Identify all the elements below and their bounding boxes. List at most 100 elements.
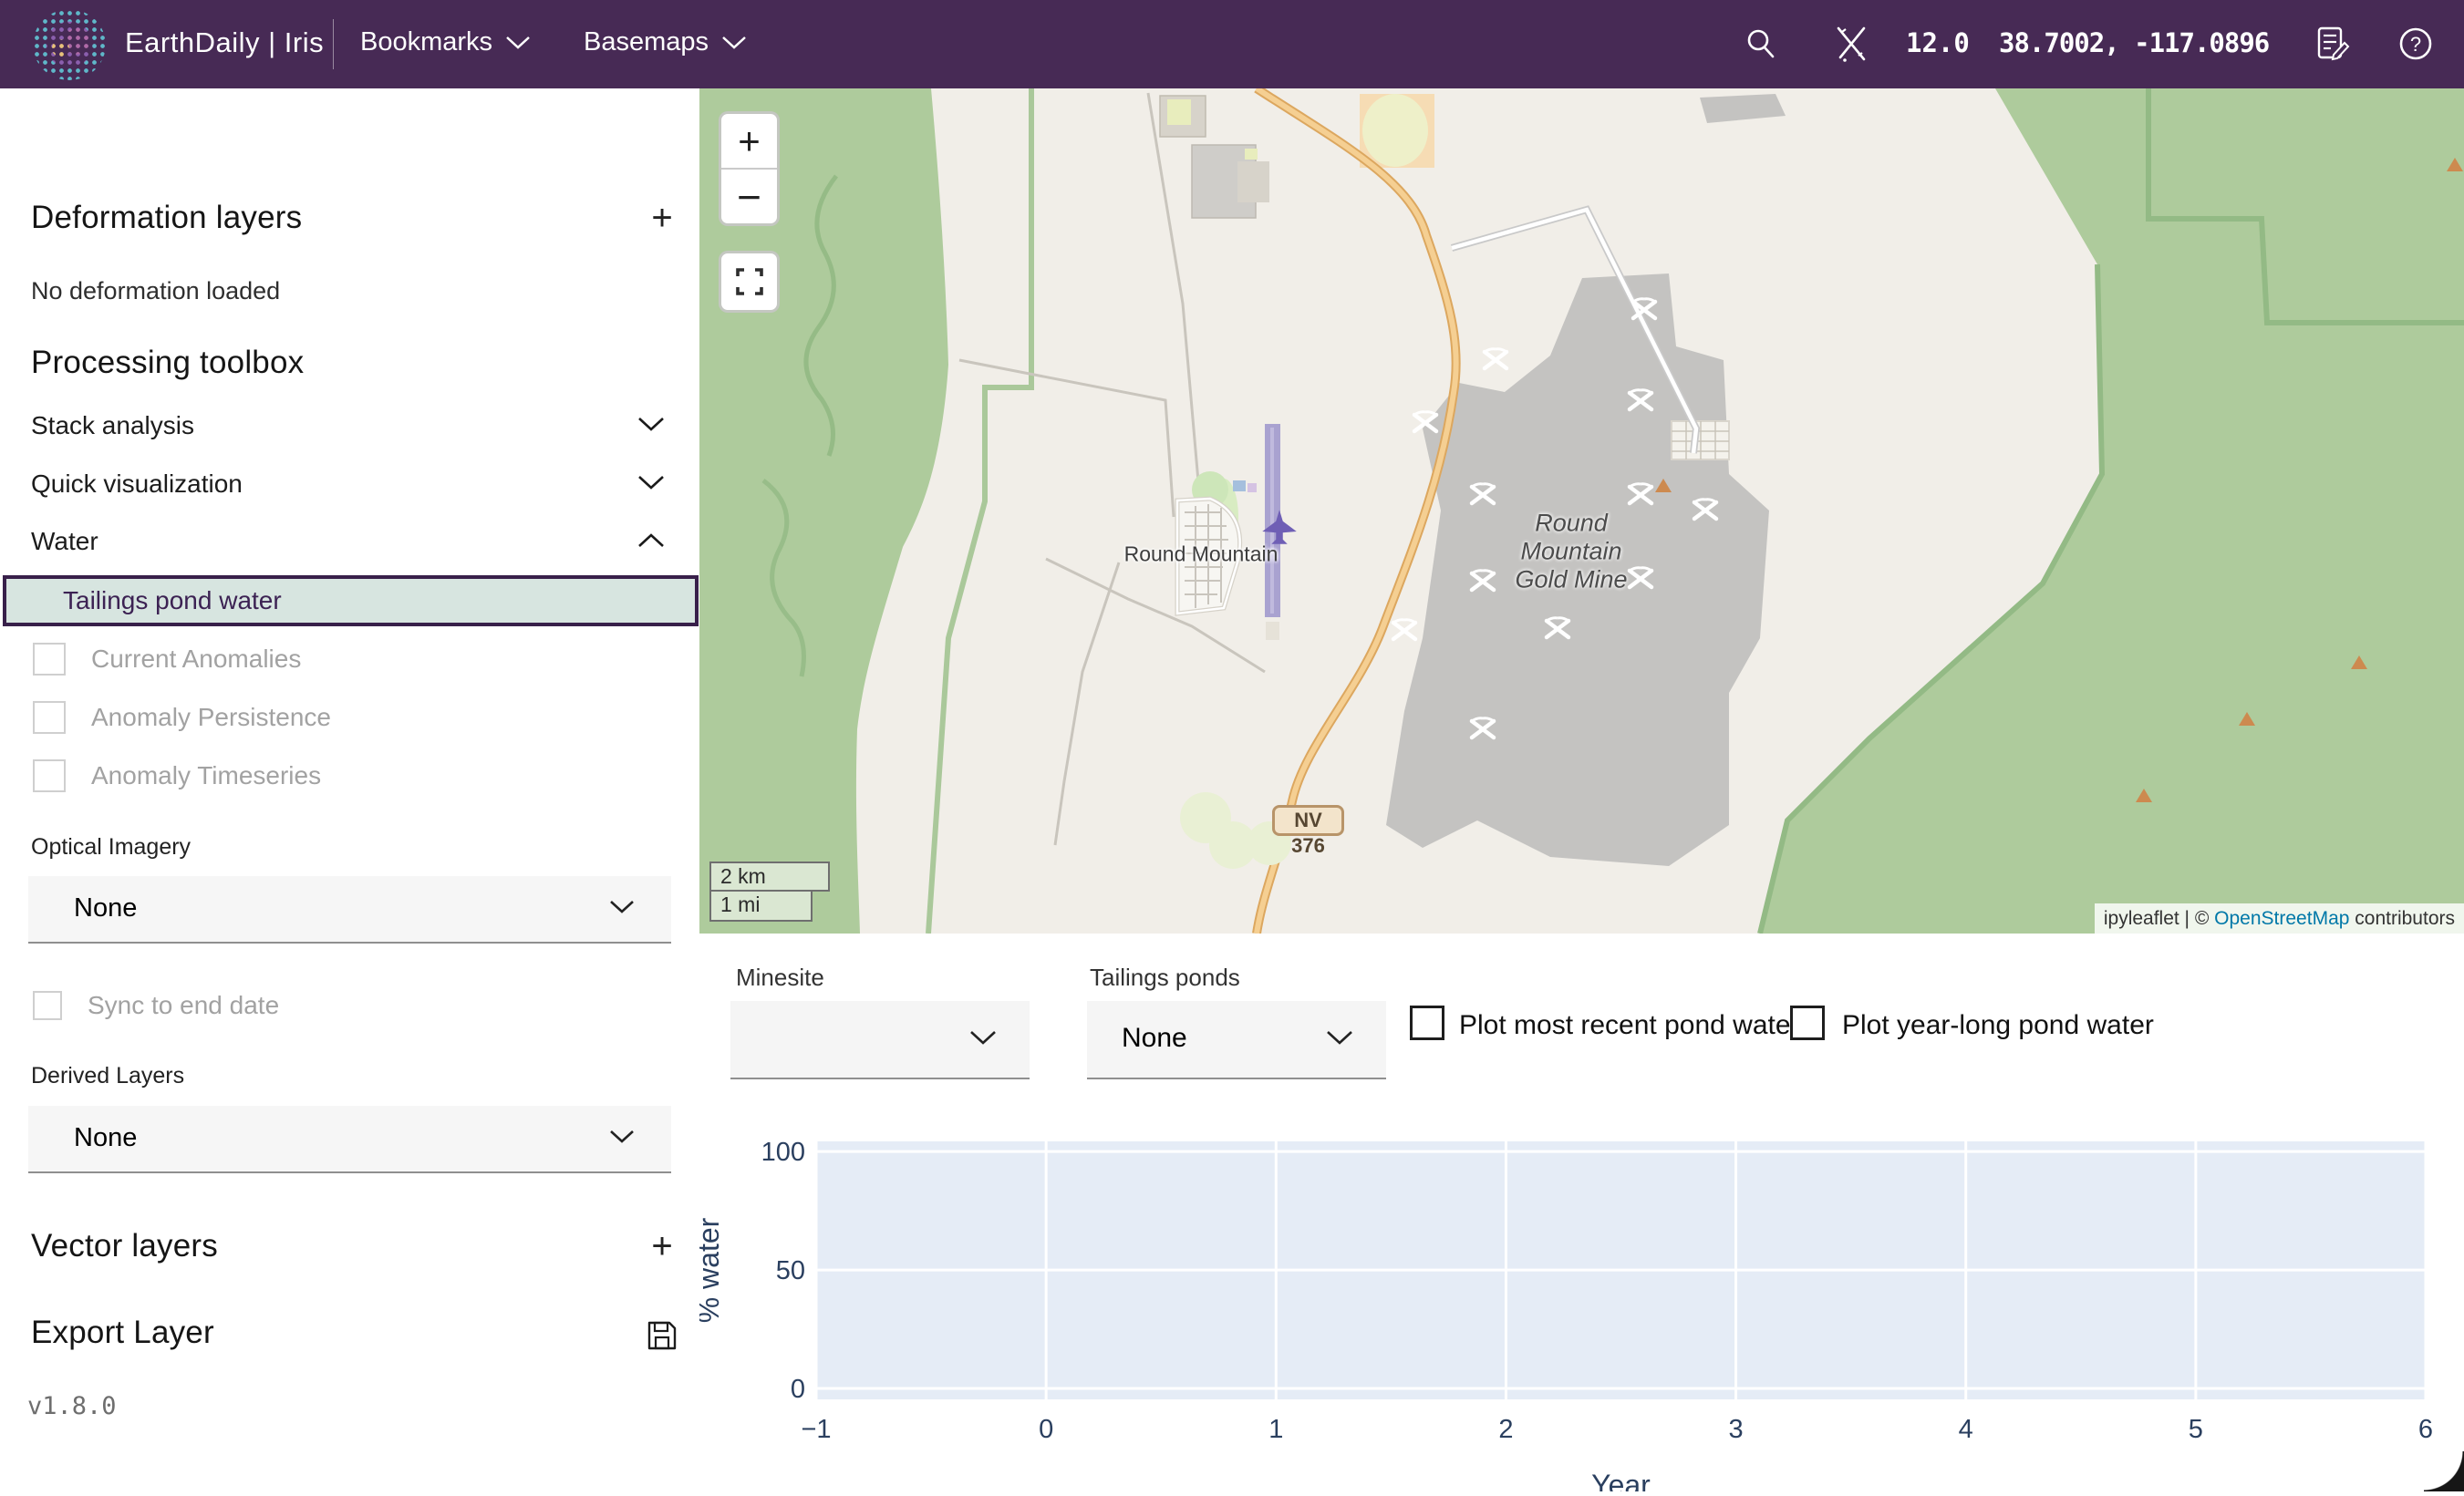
svg-text:50: 50 bbox=[776, 1256, 805, 1285]
peak-icons bbox=[1655, 158, 2463, 802]
top-app-bar: EarthDaily | Iris Bookmarks Basemaps 12.… bbox=[0, 0, 2464, 88]
plot-year-long-pond-water-label: Plot year-long pond water bbox=[1842, 1010, 2154, 1040]
chevron-down-icon bbox=[1326, 1030, 1353, 1050]
basemaps-menu[interactable]: Basemaps bbox=[584, 27, 747, 57]
zoom-in-button[interactable]: + bbox=[738, 119, 761, 162]
minesite-select[interactable] bbox=[730, 1001, 1030, 1079]
measure-tools-icon[interactable] bbox=[1831, 23, 1873, 65]
optical-imagery-select[interactable]: None bbox=[28, 876, 671, 944]
selected-tool-label: Tailings pond water bbox=[63, 586, 282, 614]
notes-edit-icon[interactable] bbox=[2311, 23, 2353, 65]
cursor-coordinates: 38.7002, -117.0896 bbox=[1999, 27, 2270, 58]
map-zoom-level: 12.0 bbox=[1906, 27, 1970, 58]
chevron-down-icon bbox=[609, 1130, 635, 1149]
save-export-layer-button[interactable] bbox=[644, 1317, 680, 1354]
derived-layers-select[interactable]: None bbox=[28, 1106, 671, 1173]
chevron-down-icon bbox=[505, 27, 531, 57]
app-title: EarthDaily | Iris bbox=[125, 26, 325, 58]
road-shield-nv376: NV 376 bbox=[1272, 805, 1344, 857]
chevron-down-icon bbox=[721, 27, 747, 57]
tailings-ponds-label: Tailings ponds bbox=[1090, 964, 1240, 991]
tool-tailings-pond-water[interactable]: Tailings pond water bbox=[3, 575, 699, 626]
help-icon[interactable]: ? bbox=[2395, 23, 2437, 65]
search-icon[interactable] bbox=[1740, 23, 1782, 65]
svg-text:1: 1 bbox=[1268, 1415, 1283, 1444]
app-version: v1.8.0 bbox=[27, 1392, 117, 1420]
chevron-down-icon bbox=[637, 475, 665, 495]
bookmarks-menu-label: Bookmarks bbox=[360, 27, 493, 57]
basemaps-menu-label: Basemaps bbox=[584, 27, 709, 57]
section-label: Stack analysis bbox=[31, 411, 194, 439]
checkbox-row-anomaly-timeseries: Anomaly Timeseries bbox=[0, 758, 699, 794]
tailings-ponds-select[interactable]: None bbox=[1087, 1001, 1386, 1079]
bookmarks-menu[interactable]: Bookmarks bbox=[360, 27, 531, 57]
town-area bbox=[1175, 471, 1257, 616]
svg-text:3: 3 bbox=[1729, 1415, 1744, 1444]
optical-imagery-value: None bbox=[74, 893, 138, 923]
map-canvas[interactable]: Round Mountain Round Mountain Gold Mine … bbox=[699, 88, 2464, 934]
section-label: Water bbox=[31, 527, 98, 555]
export-layer-title: Export Layer bbox=[31, 1315, 214, 1350]
zoom-out-button[interactable]: − bbox=[721, 168, 777, 223]
checkbox-row-anomaly-persistence: Anomaly Persistence bbox=[0, 699, 699, 736]
section-stack-analysis[interactable]: Stack analysis bbox=[0, 408, 699, 448]
section-quick-visualization[interactable]: Quick visualization bbox=[0, 466, 699, 506]
deformation-empty-message: No deformation loaded bbox=[31, 277, 281, 304]
plot-most-recent-pond-water-checkbox[interactable] bbox=[1410, 1006, 1444, 1040]
map-zoom-control: + − bbox=[719, 111, 780, 226]
svg-text:?: ? bbox=[2410, 33, 2421, 56]
minesite-label: Minesite bbox=[736, 964, 824, 991]
checkbox-row-current-anomalies: Current Anomalies bbox=[0, 641, 699, 677]
basemap-graphics bbox=[699, 88, 2464, 934]
topbar-divider bbox=[333, 19, 334, 69]
section-water[interactable]: Water bbox=[0, 523, 699, 563]
deformation-layers-title: Deformation layers bbox=[31, 200, 303, 235]
chevron-up-icon bbox=[637, 532, 665, 552]
svg-text:2: 2 bbox=[1498, 1415, 1513, 1444]
chevron-down-icon bbox=[969, 1030, 997, 1050]
add-vector-layer-button[interactable]: + bbox=[651, 1225, 673, 1266]
add-deformation-layer-button[interactable]: + bbox=[651, 197, 673, 238]
plot-year-long-pond-water-checkbox[interactable] bbox=[1790, 1006, 1825, 1040]
derived-layers-label: Derived Layers bbox=[31, 1063, 185, 1088]
airport-plane-icon bbox=[1262, 510, 1297, 544]
left-sidebar: Deformation layers + No deformation load… bbox=[0, 88, 700, 1491]
forest-area-east bbox=[1760, 88, 2464, 934]
svg-text:% water: % water bbox=[699, 1217, 725, 1323]
mine-name-label: Round Mountain Gold Mine bbox=[1515, 509, 1628, 593]
current-anomalies-checkbox[interactable] bbox=[33, 643, 66, 676]
svg-text:−1: −1 bbox=[801, 1415, 831, 1444]
checkbox-label: Anomaly Timeseries bbox=[91, 761, 322, 789]
earthdaily-logo bbox=[33, 9, 106, 80]
svg-text:0: 0 bbox=[791, 1375, 805, 1404]
checkbox-row-sync-to-end-date: Sync to end date bbox=[0, 987, 699, 1024]
openstreetmap-link[interactable]: OpenStreetMap bbox=[2214, 908, 2350, 929]
anomaly-timeseries-checkbox[interactable] bbox=[33, 759, 66, 792]
derived-layers-value: None bbox=[74, 1123, 138, 1152]
tailings-ponds-value: None bbox=[1122, 1023, 1187, 1053]
checkbox-label: Sync to end date bbox=[88, 991, 280, 1019]
svg-text:Year: Year bbox=[1591, 1469, 1651, 1491]
fullscreen-icon bbox=[735, 268, 763, 295]
fullscreen-button[interactable] bbox=[719, 251, 780, 313]
chevron-down-icon bbox=[609, 900, 635, 919]
map-scale-control: 2 km 1 mi bbox=[709, 861, 830, 922]
sync-to-end-date-checkbox[interactable] bbox=[33, 991, 62, 1020]
plot-most-recent-pond-water-label: Plot most recent pond water bbox=[1459, 1010, 1800, 1040]
scale-metric: 2 km bbox=[709, 861, 830, 892]
building-footprints bbox=[1159, 95, 1269, 219]
map-attribution: ipyleaflet | © OpenStreetMap contributor… bbox=[2094, 903, 2464, 934]
chevron-down-icon bbox=[637, 417, 665, 437]
svg-text:4: 4 bbox=[1959, 1415, 1973, 1444]
svg-text:100: 100 bbox=[761, 1138, 805, 1167]
svg-text:6: 6 bbox=[2418, 1415, 2433, 1444]
pond-water-chart: −1 0 1 2 3 4 5 6 0 50 100 Year % water bbox=[692, 1138, 2433, 1496]
checkbox-label: Current Anomalies bbox=[91, 645, 302, 673]
vector-layers-title: Vector layers bbox=[31, 1228, 218, 1264]
anomaly-persistence-checkbox[interactable] bbox=[33, 701, 66, 734]
scale-imperial: 1 mi bbox=[709, 892, 813, 922]
optical-imagery-label: Optical Imagery bbox=[31, 834, 192, 860]
town-name-label: Round Mountain bbox=[1123, 542, 1279, 566]
checkbox-label: Anomaly Persistence bbox=[91, 703, 332, 731]
section-label: Quick visualization bbox=[31, 469, 243, 498]
